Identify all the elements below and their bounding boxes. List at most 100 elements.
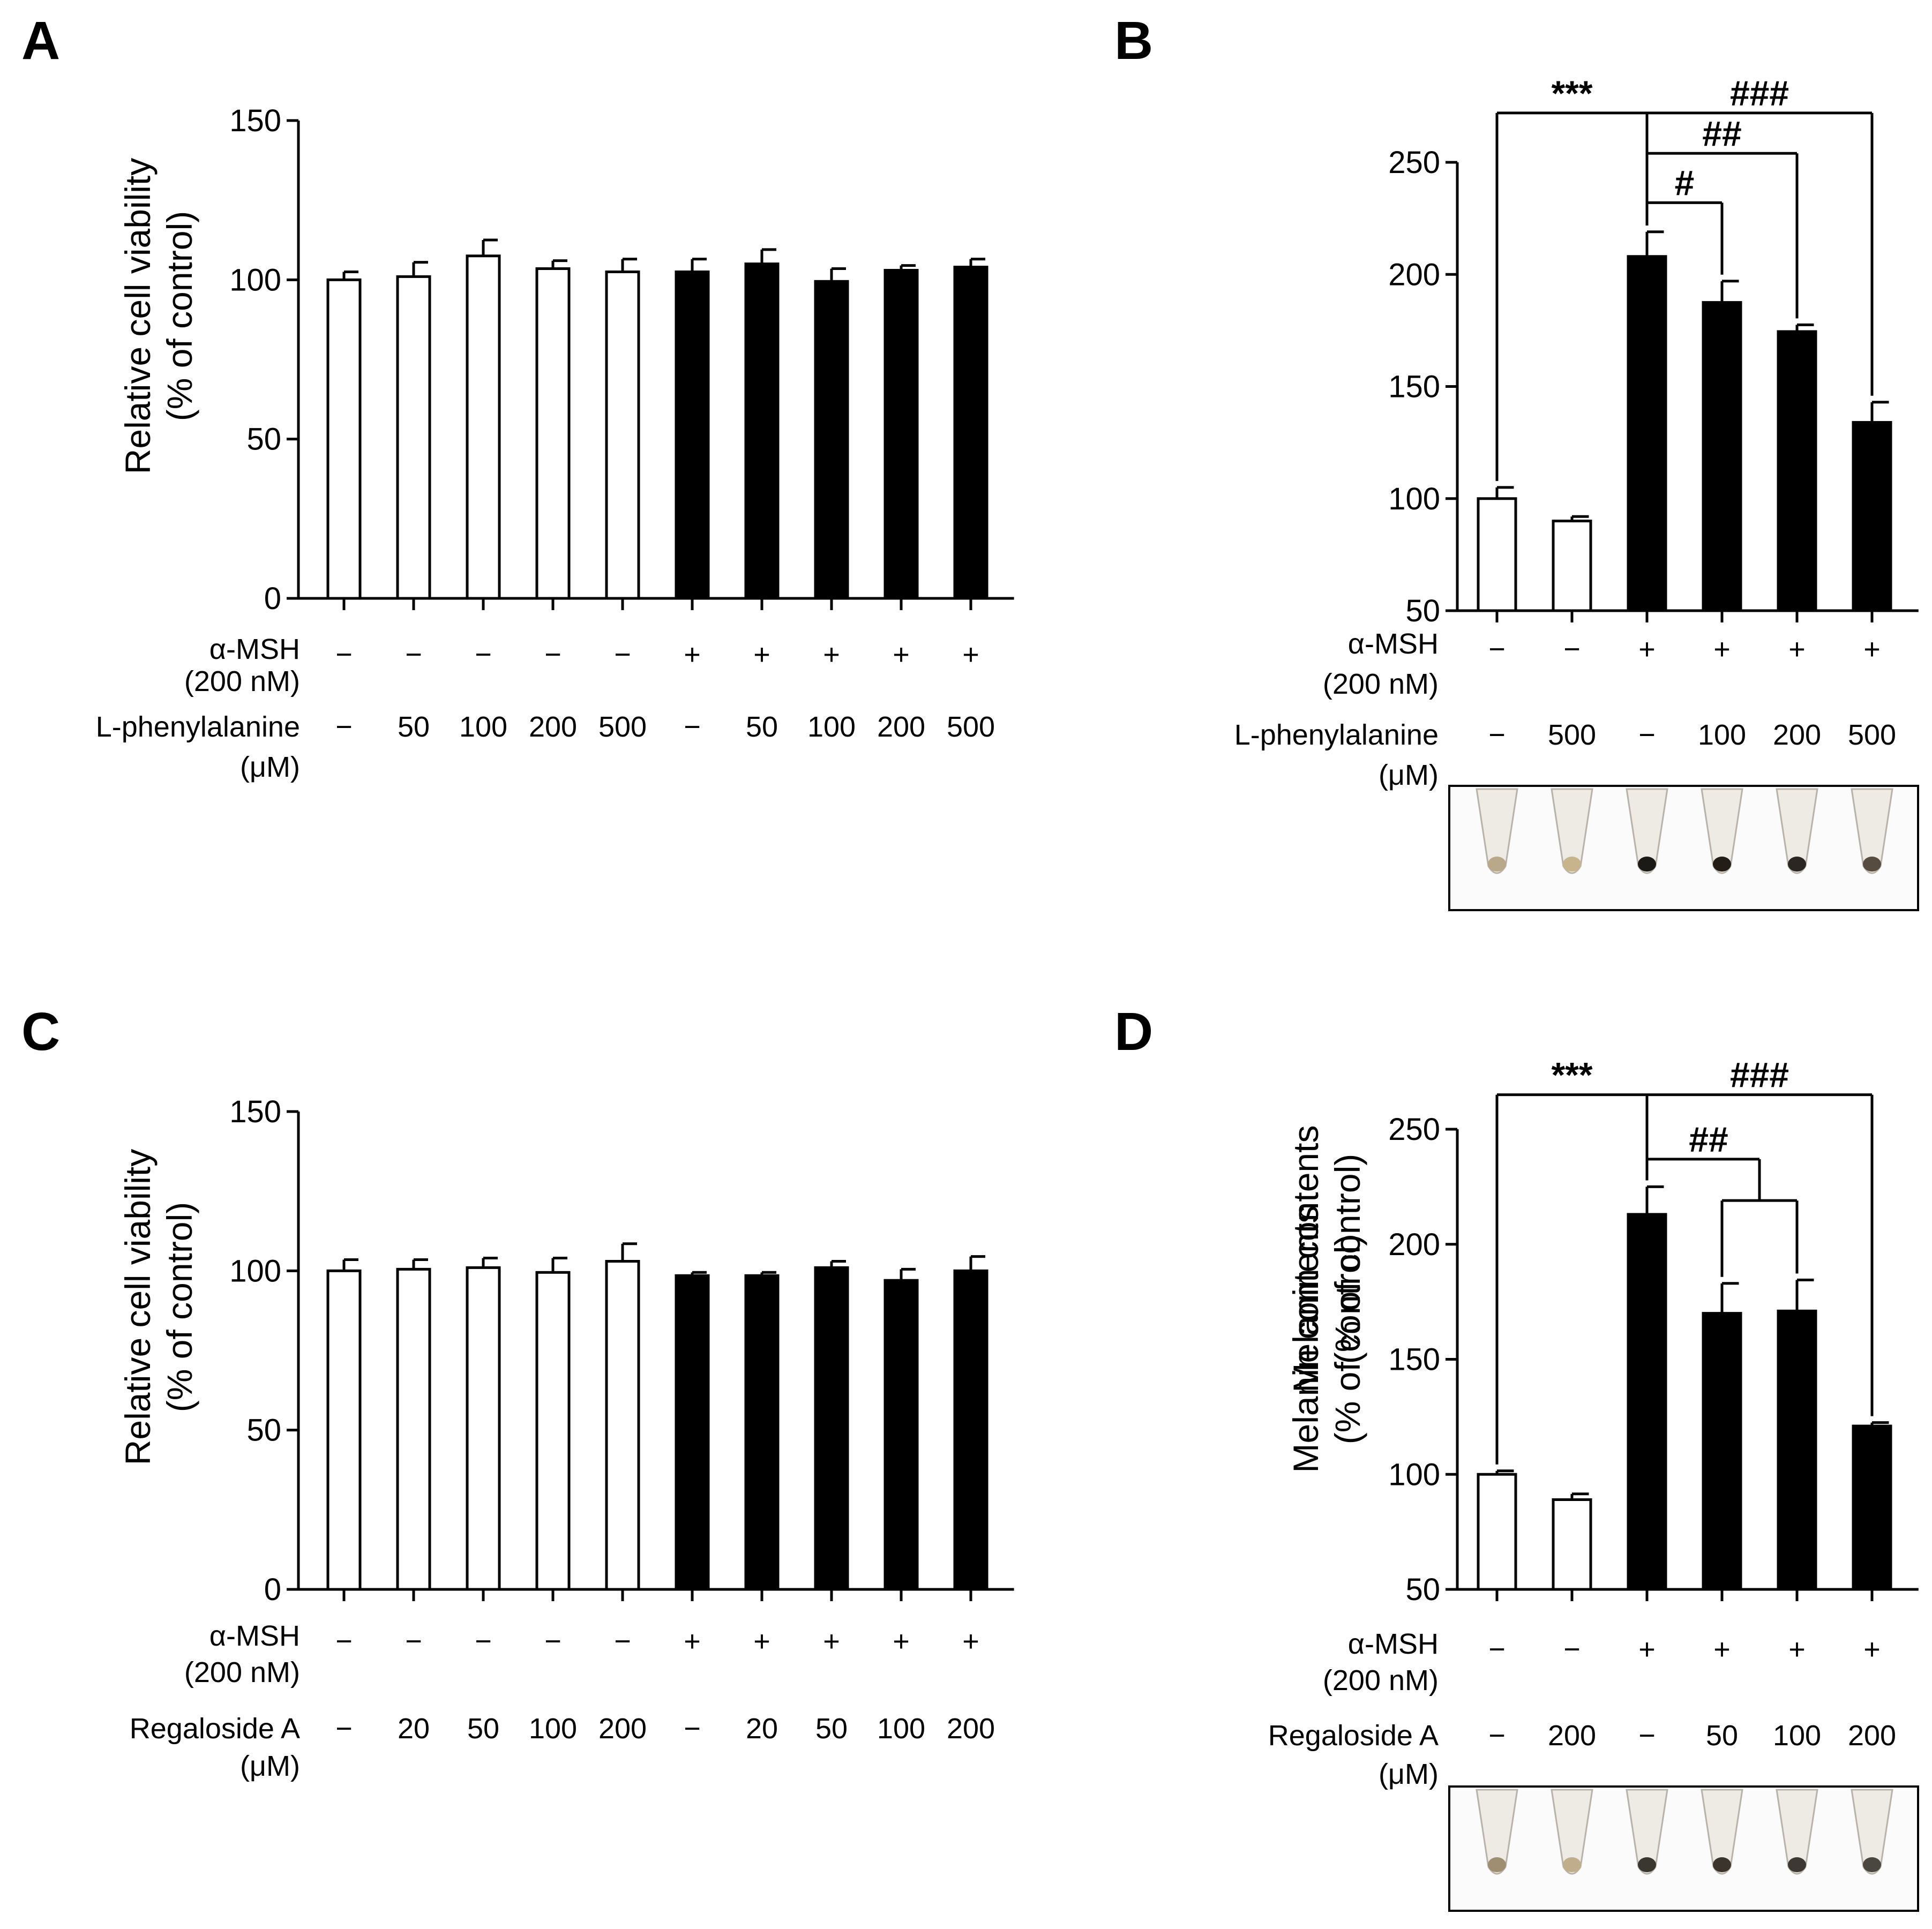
tube <box>1851 1789 1893 1875</box>
tube-pellet <box>1638 857 1656 872</box>
y-axis-title-line1: Relative cell viability <box>118 1149 158 1466</box>
tube <box>1851 788 1893 874</box>
factor1-label: α-MSH <box>209 633 300 665</box>
y-tick-label: 200 <box>1388 1227 1440 1262</box>
y-axis-title-line2: (% of control) <box>1328 1154 1367 1364</box>
significance-label: ## <box>1702 114 1741 153</box>
factor1-label-unit: (200 nM) <box>1323 1664 1439 1697</box>
factor1-value: + <box>1788 633 1806 665</box>
factor1-value: + <box>1638 633 1656 665</box>
tube-pellet <box>1488 857 1506 872</box>
bar <box>396 1267 431 1591</box>
bar <box>675 270 710 600</box>
factor1-value: + <box>1713 1633 1731 1665</box>
y-axis-title-line2: (% of control) <box>1328 1234 1367 1444</box>
y-axis-title-line2: (% of control) <box>160 211 199 421</box>
tube-photo <box>1448 785 1919 911</box>
tube <box>1701 788 1743 874</box>
factor2-value: 100 <box>1698 719 1746 751</box>
y-tick-label: 100 <box>229 1254 281 1288</box>
tube-photo <box>1448 1785 1919 1912</box>
y-tick-label: 50 <box>246 1413 281 1448</box>
tube <box>1551 1789 1593 1875</box>
factor1-label: α-MSH <box>1348 1628 1439 1660</box>
tube <box>1776 1789 1818 1875</box>
bar <box>1702 1312 1742 1591</box>
factor1-value: + <box>1863 1633 1881 1665</box>
tube <box>1776 788 1818 874</box>
factor1-value: − <box>544 1625 561 1657</box>
y-axis-title: Melanin contents(% of control) <box>1286 1206 1367 1473</box>
bar <box>1852 1424 1892 1591</box>
tube-pellet <box>1788 1857 1806 1872</box>
factor1-value: + <box>1788 1633 1806 1665</box>
y-axis-title-line2: (% of control) <box>160 1202 199 1412</box>
y-tick-label: 150 <box>229 103 281 138</box>
bar <box>1777 330 1817 612</box>
y-tick-label: 50 <box>246 422 281 457</box>
factor2-value: 50 <box>398 711 430 743</box>
factor2-value: 100 <box>529 1713 577 1745</box>
tube <box>1551 788 1593 874</box>
factor1-value: + <box>823 1625 840 1657</box>
factor2-label: L-phenylalanine <box>96 711 300 743</box>
factor2-value: 200 <box>1848 1720 1896 1752</box>
y-tick-label: 0 <box>264 1572 281 1607</box>
factor1-label-unit: (200 nM) <box>184 1656 300 1688</box>
bar <box>535 1271 571 1591</box>
y-axis-title: Melanin contents(% of control) <box>1286 1125 1367 1393</box>
y-tick-label: 50 <box>1405 594 1440 628</box>
factor1-value: − <box>335 1625 353 1657</box>
y-axis-title-line1: Melanin contents <box>1286 1125 1326 1393</box>
factor2-value: − <box>1488 1720 1506 1752</box>
factor2-label: Regaloside A <box>1268 1720 1439 1752</box>
y-tick-label: 150 <box>1388 1342 1440 1377</box>
factor2-label-unit: (μM) <box>1379 759 1439 791</box>
factor2-value: 100 <box>1773 1720 1821 1752</box>
factor2-value: 500 <box>947 711 995 743</box>
panel-letter: C <box>21 1002 60 1062</box>
bar <box>814 1266 849 1591</box>
factor1-value: − <box>405 1625 422 1657</box>
tube <box>1626 1789 1668 1875</box>
bar <box>883 268 919 600</box>
factor2-value: − <box>1638 719 1656 751</box>
significance-label: *** <box>1551 1055 1592 1095</box>
y-tick-label: 250 <box>1388 145 1440 180</box>
bar <box>814 280 849 600</box>
factor2-value: 200 <box>529 711 577 743</box>
factor1-value: + <box>1638 1633 1656 1665</box>
factor1-value: − <box>544 639 561 671</box>
significance-label: ## <box>1689 1120 1728 1159</box>
y-tick-label: 200 <box>1388 257 1440 292</box>
factor1-value: − <box>405 639 422 671</box>
factor2-value: 100 <box>807 711 856 743</box>
tube-pellet <box>1863 1857 1881 1872</box>
factor2-value: 500 <box>1848 719 1896 751</box>
factor1-label: α-MSH <box>209 1620 300 1652</box>
factor1-value: − <box>1563 633 1581 665</box>
y-tick-label: 50 <box>1405 1572 1440 1607</box>
factor2-label-unit: (μM) <box>1379 1758 1439 1790</box>
y-tick-label: 150 <box>229 1094 281 1129</box>
bar <box>744 262 780 600</box>
factor2-value: 500 <box>1548 719 1596 751</box>
factor2-value: 50 <box>467 1713 499 1745</box>
bar <box>326 1269 362 1591</box>
factor2-value: 20 <box>746 1713 778 1745</box>
factor1-value: + <box>893 639 910 671</box>
tube <box>1476 788 1518 874</box>
significance-label: ### <box>1730 1055 1789 1095</box>
tube-pellet <box>1863 857 1881 872</box>
bar <box>535 267 571 600</box>
factor2-value: 20 <box>398 1713 430 1745</box>
significance-bracket: ## <box>1645 1120 1799 1277</box>
factor1-value: + <box>893 1625 910 1657</box>
factor1-value: − <box>475 639 492 671</box>
factor1-label-unit: (200 nM) <box>184 665 300 697</box>
bar <box>1477 1473 1517 1591</box>
significance-bracket: # <box>1645 163 1724 275</box>
y-tick-label: 100 <box>1388 1457 1440 1492</box>
tube-pellet <box>1563 857 1581 872</box>
